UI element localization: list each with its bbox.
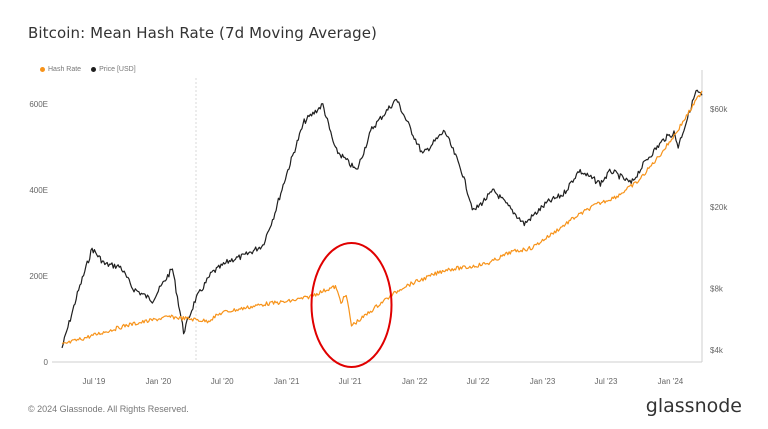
x-tick-label: Jul '22 [467, 377, 490, 386]
y-left-tick-label: 0 [44, 358, 49, 367]
x-tick-label: Jul '23 [595, 377, 618, 386]
legend-label-hash-rate: Hash Rate [48, 66, 82, 73]
x-tick-label: Jan '23 [530, 377, 556, 386]
legend-item-price[interactable]: Price [USD] [91, 66, 136, 73]
y-right-tick-label: $8k [710, 284, 724, 293]
y-right-tick-label: $4k [710, 346, 724, 355]
price-line [61, 89, 703, 349]
annotation-circle [310, 242, 393, 368]
x-tick-label: Jan '21 [274, 377, 300, 386]
legend-label-price: Price [USD] [99, 66, 136, 73]
legend-swatch-hash-rate [40, 67, 45, 72]
legend-item-hash-rate[interactable]: Hash Rate [40, 66, 81, 73]
copyright-text: © 2024 Glassnode. All Rights Reserved. [28, 404, 189, 414]
y-left-tick-label: 600E [29, 100, 48, 109]
glassnode-logo: glassnode [645, 395, 742, 417]
x-tick-label: Jan '22 [402, 377, 428, 386]
y-right-tick-label: $20k [710, 203, 728, 212]
hash-rate-line [61, 90, 703, 345]
chart-title: Bitcoin: Mean Hash Rate (7d Moving Avera… [28, 24, 378, 42]
x-tick-label: Jul '21 [339, 377, 362, 386]
y-right-tick-label: $60k [710, 105, 728, 114]
y-left-tick-label: 200E [29, 272, 48, 281]
y-left-tick-label: 400E [29, 186, 48, 195]
x-tick-label: Jan '20 [146, 377, 172, 386]
x-tick-label: Jul '19 [82, 377, 105, 386]
x-tick-label: Jan '24 [658, 377, 684, 386]
legend-swatch-price [91, 67, 97, 72]
x-tick-label: Jul '20 [211, 377, 234, 386]
legend: Hash Rate Price [USD] [40, 66, 136, 73]
